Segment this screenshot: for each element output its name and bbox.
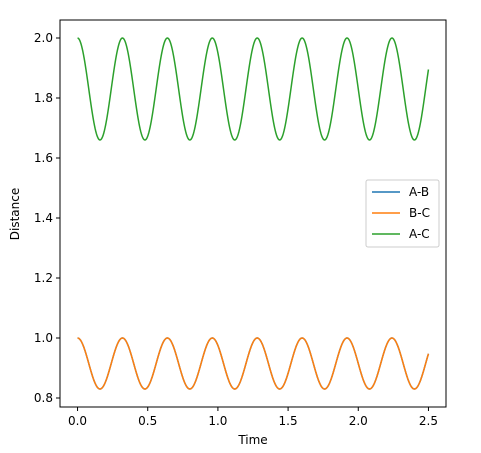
y-tick-label: 2.0: [34, 31, 53, 45]
y-tick-label: 1.6: [34, 151, 53, 165]
series-line-b-c: [77, 337, 430, 390]
y-tick-label: 1.8: [34, 91, 53, 105]
y-tick-label: 1.4: [34, 211, 53, 225]
legend-label-a-b: A-B: [409, 185, 429, 199]
y-tick-label: 1.0: [34, 331, 53, 345]
x-ticks: 0.0 0.5 1.0 1.5 2.0 2.5: [68, 407, 438, 428]
y-tick-label: 0.8: [34, 391, 53, 405]
y-tick-label: 1.2: [34, 271, 53, 285]
x-tick-label: 2.0: [349, 414, 368, 428]
x-tick-label: 1.0: [208, 414, 227, 428]
legend-label-a-c: A-C: [409, 227, 430, 241]
legend: A-B B-C A-C: [365, 179, 440, 248]
x-tick-label: 1.5: [279, 414, 298, 428]
plot-frame: [59, 19, 447, 408]
x-axis-title: Time: [237, 433, 267, 447]
series-line-a-c: [77, 37, 430, 141]
y-axis-title: Distance: [8, 188, 22, 240]
x-tick-label: 2.5: [419, 414, 438, 428]
series-layer: [77, 37, 430, 390]
legend-label-b-c: B-C: [409, 206, 430, 220]
x-tick-label: 0.5: [138, 414, 157, 428]
x-tick-label: 0.0: [68, 414, 87, 428]
legend-box: [365, 179, 440, 248]
y-ticks: 0.8 1.0 1.2 1.4 1.6 1.8 2.0: [34, 31, 60, 405]
